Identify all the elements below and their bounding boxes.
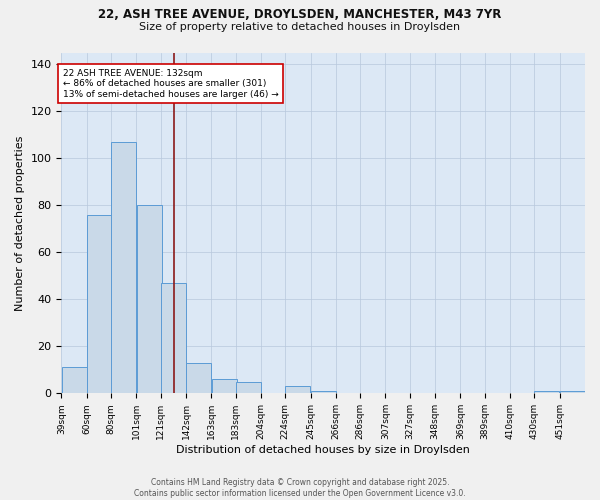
Bar (236, 382, 261, 394)
Bar (535, 391, 559, 394)
Text: Size of property relative to detached houses in Droylsden: Size of property relative to detached ho… (139, 22, 461, 32)
Bar (62, 368, 86, 394)
X-axis label: Distribution of detached houses by size in Droylsden: Distribution of detached houses by size … (176, 445, 470, 455)
Bar (311, 391, 336, 394)
Text: 22 ASH TREE AVENUE: 132sqm
← 86% of detached houses are smaller (301)
13% of sem: 22 ASH TREE AVENUE: 132sqm ← 86% of deta… (62, 69, 278, 99)
Y-axis label: Number of detached properties: Number of detached properties (15, 135, 25, 310)
Text: Contains HM Land Registry data © Crown copyright and database right 2025.
Contai: Contains HM Land Registry data © Crown c… (134, 478, 466, 498)
Bar (560, 391, 585, 394)
Bar (212, 379, 236, 394)
Bar (87, 214, 112, 394)
Text: 22, ASH TREE AVENUE, DROYLSDEN, MANCHESTER, M43 7YR: 22, ASH TREE AVENUE, DROYLSDEN, MANCHEST… (98, 8, 502, 20)
Bar (285, 386, 310, 394)
Bar (186, 363, 211, 394)
Bar (161, 283, 186, 394)
Bar (137, 206, 161, 394)
Bar (111, 142, 136, 394)
